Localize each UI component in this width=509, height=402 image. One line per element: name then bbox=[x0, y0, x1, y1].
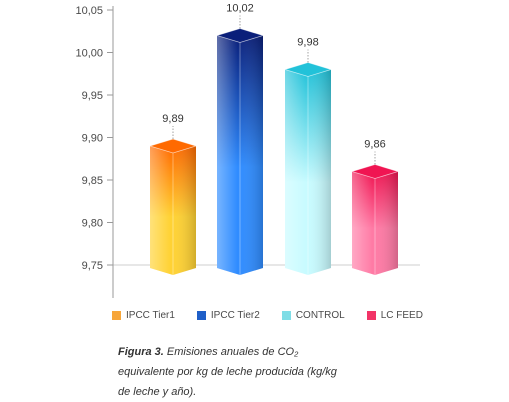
bar-top-cap bbox=[350, 164, 400, 179]
data-label: 9,98 bbox=[297, 37, 318, 49]
legend-item-ipcc-tier1: IPCC Tier1 bbox=[112, 310, 175, 321]
bar-shading bbox=[150, 146, 196, 275]
legend: IPCC Tier1 IPCC Tier2 CONTROL LC FEED bbox=[112, 306, 452, 324]
figure-caption: Figura 3. Emisiones anuales de CO₂ equiv… bbox=[118, 342, 348, 402]
legend-swatch-ipcc-tier2 bbox=[196, 310, 206, 320]
legend-swatch-lc-feed bbox=[366, 310, 376, 320]
bar-top-cap bbox=[215, 28, 265, 43]
y-tick-label: 9,90 bbox=[82, 133, 103, 145]
data-labels: 9,89 10,02 9,98 9,86 bbox=[162, 3, 386, 165]
legend-label-control: CONTROL bbox=[295, 309, 345, 321]
y-tick-label: 10,05 bbox=[75, 5, 103, 17]
legend-item-lc-feed: LC FEED bbox=[366, 309, 423, 321]
legend-swatch-ipcc-tier1 bbox=[112, 310, 121, 320]
data-label: 9,86 bbox=[364, 139, 385, 151]
bar-top-cap bbox=[148, 138, 198, 154]
bar-shading bbox=[217, 35, 263, 275]
bar-top-cap bbox=[283, 62, 333, 77]
bar-control bbox=[283, 62, 333, 275]
bars bbox=[148, 28, 400, 275]
legend-label-lc-feed: LC FEED bbox=[380, 309, 423, 321]
y-axis: 9,75 9,80 9,85 9,90 9,95 10,00 10,05 bbox=[75, 5, 114, 298]
y-tick-label: 10,00 bbox=[75, 48, 103, 60]
legend-item-ipcc-tier2: IPCC Tier2 bbox=[196, 309, 260, 321]
caption-text: Emisiones anuales de CO₂ equivalente por… bbox=[118, 346, 337, 398]
y-tick-label: 9,75 bbox=[82, 260, 103, 272]
legend-label-ipcc-tier1: IPCC Tier1 bbox=[126, 309, 175, 321]
bar-ipcc-tier2 bbox=[215, 28, 265, 275]
bar-shading bbox=[285, 69, 331, 275]
legend-label-ipcc-tier2: IPCC Tier2 bbox=[210, 309, 260, 321]
bar-lc-feed bbox=[350, 164, 400, 275]
caption-figure-number: Figura 3. bbox=[118, 346, 164, 358]
y-tick-label: 9,95 bbox=[82, 90, 103, 102]
bar-ipcc-tier1 bbox=[148, 138, 198, 275]
y-tick-label: 9,85 bbox=[82, 175, 103, 187]
legend-swatch-control bbox=[281, 310, 291, 320]
data-label: 10,02 bbox=[226, 3, 254, 15]
data-label: 9,89 bbox=[162, 113, 183, 125]
legend-item-control: CONTROL bbox=[281, 309, 345, 321]
y-tick-label: 9,80 bbox=[82, 218, 103, 230]
bar-shading bbox=[352, 171, 398, 275]
